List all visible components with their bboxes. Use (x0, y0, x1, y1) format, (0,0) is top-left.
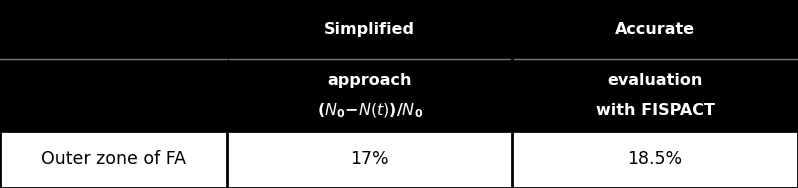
Bar (227, 131, 512, 188)
Bar (227, 0, 512, 59)
Text: approach: approach (328, 73, 412, 88)
Text: Outer zone of FA: Outer zone of FA (41, 150, 186, 168)
Bar (512, 0, 798, 59)
Text: 18.5%: 18.5% (627, 150, 683, 168)
Bar (227, 59, 512, 131)
Text: 17%: 17% (350, 150, 389, 168)
Bar (512, 131, 798, 188)
Bar (0, 59, 227, 131)
Bar (0, 0, 227, 59)
Bar (512, 59, 798, 131)
Text: evaluation: evaluation (607, 73, 703, 88)
Text: Simplified: Simplified (324, 22, 416, 37)
Text: with FISPACT: with FISPACT (595, 103, 715, 118)
Text: Accurate: Accurate (615, 22, 695, 37)
Text: $\mathbf{(}$$\mathbf{\it{N}}_\mathbf{0}$$\mathbf{-}$$\mathbf{\it{N(t)}}\mathbf{): $\mathbf{(}$$\mathbf{\it{N}}_\mathbf{0}$… (317, 102, 423, 120)
Bar (0, 131, 227, 188)
